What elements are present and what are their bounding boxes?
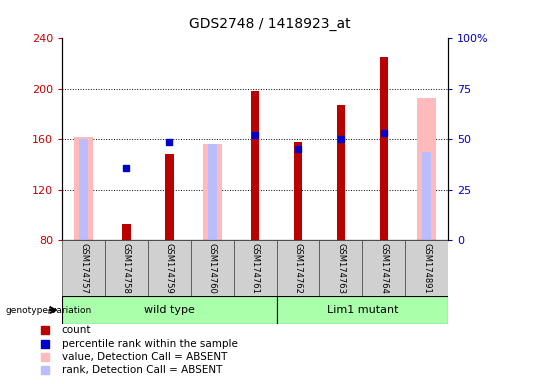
- Text: wild type: wild type: [144, 305, 195, 315]
- Bar: [380, 57, 388, 240]
- Bar: [148, 240, 191, 296]
- Bar: [422, 152, 431, 240]
- Text: GSM174762: GSM174762: [294, 243, 302, 294]
- Bar: [362, 240, 406, 296]
- Text: GSM174763: GSM174763: [336, 243, 346, 294]
- Bar: [191, 240, 234, 296]
- Text: value, Detection Call = ABSENT: value, Detection Call = ABSENT: [62, 352, 227, 362]
- Bar: [79, 139, 88, 240]
- Text: GSM174764: GSM174764: [379, 243, 388, 294]
- Text: GSM174759: GSM174759: [165, 243, 174, 293]
- Bar: [417, 98, 436, 240]
- Bar: [276, 240, 320, 296]
- Bar: [336, 105, 345, 240]
- Bar: [276, 296, 448, 324]
- Text: GSM174757: GSM174757: [79, 243, 88, 294]
- Bar: [122, 223, 131, 240]
- Bar: [74, 137, 93, 240]
- Bar: [294, 142, 302, 240]
- Text: GSM174760: GSM174760: [208, 243, 217, 294]
- Text: count: count: [62, 325, 91, 336]
- Bar: [105, 240, 148, 296]
- Text: GSM174758: GSM174758: [122, 243, 131, 294]
- Bar: [165, 154, 174, 240]
- Text: genotype/variation: genotype/variation: [5, 306, 92, 315]
- Text: GSM174761: GSM174761: [251, 243, 260, 294]
- Text: rank, Detection Call = ABSENT: rank, Detection Call = ABSENT: [62, 365, 222, 375]
- Bar: [320, 240, 362, 296]
- Text: GSM174891: GSM174891: [422, 243, 431, 293]
- Bar: [208, 144, 217, 240]
- Bar: [202, 144, 222, 240]
- Bar: [234, 240, 276, 296]
- Bar: [62, 296, 276, 324]
- Text: percentile rank within the sample: percentile rank within the sample: [62, 339, 238, 349]
- Text: Lim1 mutant: Lim1 mutant: [327, 305, 398, 315]
- Bar: [406, 240, 448, 296]
- Bar: [251, 91, 260, 240]
- Bar: [62, 240, 105, 296]
- Text: GDS2748 / 1418923_at: GDS2748 / 1418923_at: [189, 17, 351, 31]
